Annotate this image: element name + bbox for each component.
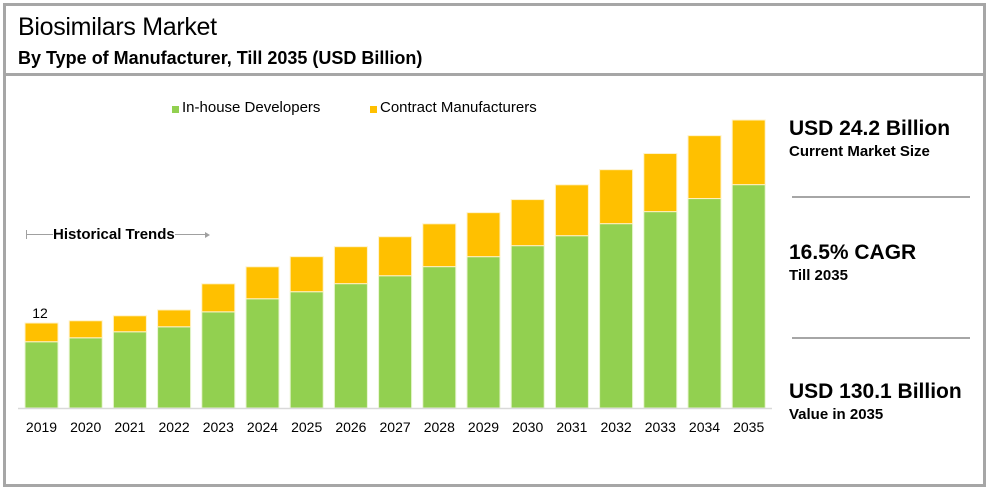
bar-in-house-2026 [333, 283, 368, 409]
stat-label: Value in 2035 [789, 406, 884, 423]
bar-contract-2026 [333, 246, 368, 285]
bar-in-house-2028 [422, 266, 457, 409]
bar-in-house-2035 [731, 184, 766, 409]
bar-contract-2028 [422, 223, 457, 268]
x-tick-label: 2022 [159, 419, 190, 435]
legend-item-contract: Contract Manufacturers [370, 99, 537, 116]
x-tick-label: 2027 [380, 419, 411, 435]
x-tick-label: 2019 [26, 419, 57, 435]
historical-trends-line-right [174, 234, 205, 235]
bar-in-house-2021 [112, 331, 147, 409]
historical-trends-start-cap [26, 230, 27, 239]
stat-value: USD 130.1 Billion [789, 380, 962, 403]
bar-in-house-2034 [687, 198, 722, 409]
x-tick-label: 2035 [733, 419, 764, 435]
bar-contract-2033 [643, 153, 678, 213]
x-tick-label: 2032 [601, 419, 632, 435]
historical-trends-annotation: Historical Trends [26, 226, 210, 243]
data-label-2019: 12 [32, 305, 48, 321]
bar-in-house-2019 [24, 341, 59, 409]
stat-current-market-size: USD 24.2 Billion Current Market Size [789, 117, 950, 160]
legend-label-contract: Contract Manufacturers [380, 99, 537, 116]
bar-in-house-2031 [554, 235, 589, 409]
bar-in-house-2033 [643, 211, 678, 409]
bar-in-house-2032 [599, 223, 634, 409]
stat-value: 16.5% CAGR [789, 241, 917, 264]
bar-contract-2031 [554, 184, 589, 237]
header: Biosimilars Market By Type of Manufactur… [6, 6, 983, 76]
legend-item-in-house: In-house Developers [172, 99, 320, 116]
bar-in-house-2024 [245, 298, 280, 409]
bar-contract-2034 [687, 135, 722, 200]
bar-in-house-2030 [510, 245, 545, 409]
x-tick-label: 2028 [424, 419, 455, 435]
x-tick-label: 2021 [114, 419, 145, 435]
historical-trends-label: Historical Trends [53, 226, 175, 243]
historical-trends-line-left [27, 234, 53, 235]
x-tick-label: 2034 [689, 419, 720, 435]
bar-contract-2021 [112, 315, 147, 333]
arrow-right-icon [204, 231, 210, 238]
stat-divider [792, 337, 970, 339]
bar-in-house-2029 [466, 256, 501, 409]
x-tick-label: 2024 [247, 419, 278, 435]
x-tick-label: 2023 [203, 419, 234, 435]
legend-label-in-house: In-house Developers [182, 99, 321, 116]
x-tick-label: 2033 [645, 419, 676, 435]
bar-contract-2032 [599, 169, 634, 225]
stat-divider [792, 196, 970, 198]
stat-value-2035: USD 130.1 Billion Value in 2035 [789, 380, 962, 423]
legend-swatch-contract [370, 105, 377, 113]
bar-contract-2029 [466, 212, 501, 258]
bar-in-house-2023 [201, 311, 236, 409]
stat-label: Current Market Size [789, 143, 930, 160]
x-tick-label: 2020 [70, 419, 101, 435]
x-tick-label: 2025 [291, 419, 322, 435]
bar-contract-2025 [289, 256, 324, 293]
page-subtitle: By Type of Manufacturer, Till 2035 (USD … [18, 48, 423, 68]
x-tick-label: 2029 [468, 419, 499, 435]
bar-contract-2020 [68, 320, 103, 339]
bar-in-house-2025 [289, 291, 324, 409]
bar-in-house-2020 [68, 337, 103, 409]
legend-swatch-in-house [172, 105, 179, 113]
bar-in-house-2022 [157, 326, 192, 409]
stat-cagr: 16.5% CAGR Till 2035 [789, 241, 916, 284]
bar-contract-2024 [245, 266, 280, 300]
page-title: Biosimilars Market [18, 13, 217, 41]
bar-in-house-2027 [378, 275, 413, 409]
bar-contract-2023 [201, 283, 236, 313]
x-tick-label: 2030 [512, 419, 543, 435]
bar-contract-2022 [157, 309, 192, 328]
chart-frame [3, 3, 986, 487]
x-tick-label: 2026 [335, 419, 366, 435]
x-tick-label: 2031 [556, 419, 587, 435]
bar-contract-2030 [510, 199, 545, 247]
stat-label: Till 2035 [789, 267, 848, 284]
bar-contract-2027 [378, 236, 413, 277]
bar-contract-2019 [24, 322, 59, 343]
bar-contract-2035 [731, 119, 766, 186]
stat-value: USD 24.2 Billion [789, 117, 951, 140]
